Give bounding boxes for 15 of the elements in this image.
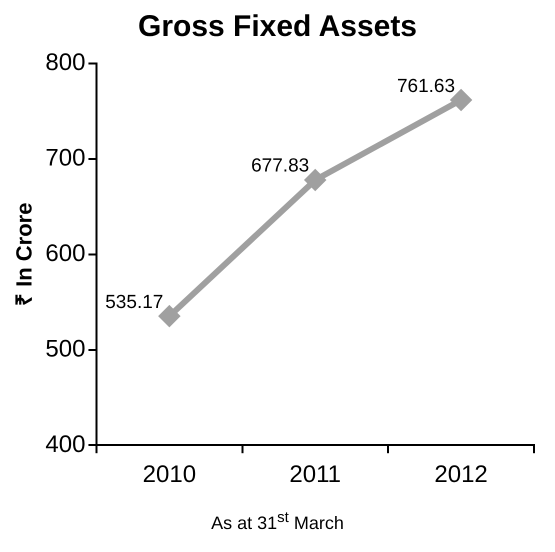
y-tick-label: 600 bbox=[45, 240, 86, 267]
y-tick-label: 700 bbox=[45, 144, 86, 172]
chart-title: Gross Fixed Assets bbox=[136, 9, 418, 45]
point bbox=[305, 170, 326, 190]
x-axis-title: As at 31$^{st}$ March bbox=[210, 508, 345, 535]
x-tick-label: 2010 bbox=[142, 461, 196, 488]
data-label: 535.17 bbox=[105, 292, 164, 313]
y-tick-label: 400 bbox=[45, 430, 86, 458]
x-tick-label: 2011 bbox=[289, 461, 342, 488]
y-tick-label: 500 bbox=[45, 335, 86, 362]
y-axis-title: ₹ In Crore bbox=[11, 202, 36, 306]
data-label: 761.63 bbox=[396, 76, 456, 97]
data-label: 677.83 bbox=[251, 156, 310, 177]
x-tick-label: 2012 bbox=[434, 461, 488, 488]
y-tick-label: 800 bbox=[45, 49, 86, 76]
